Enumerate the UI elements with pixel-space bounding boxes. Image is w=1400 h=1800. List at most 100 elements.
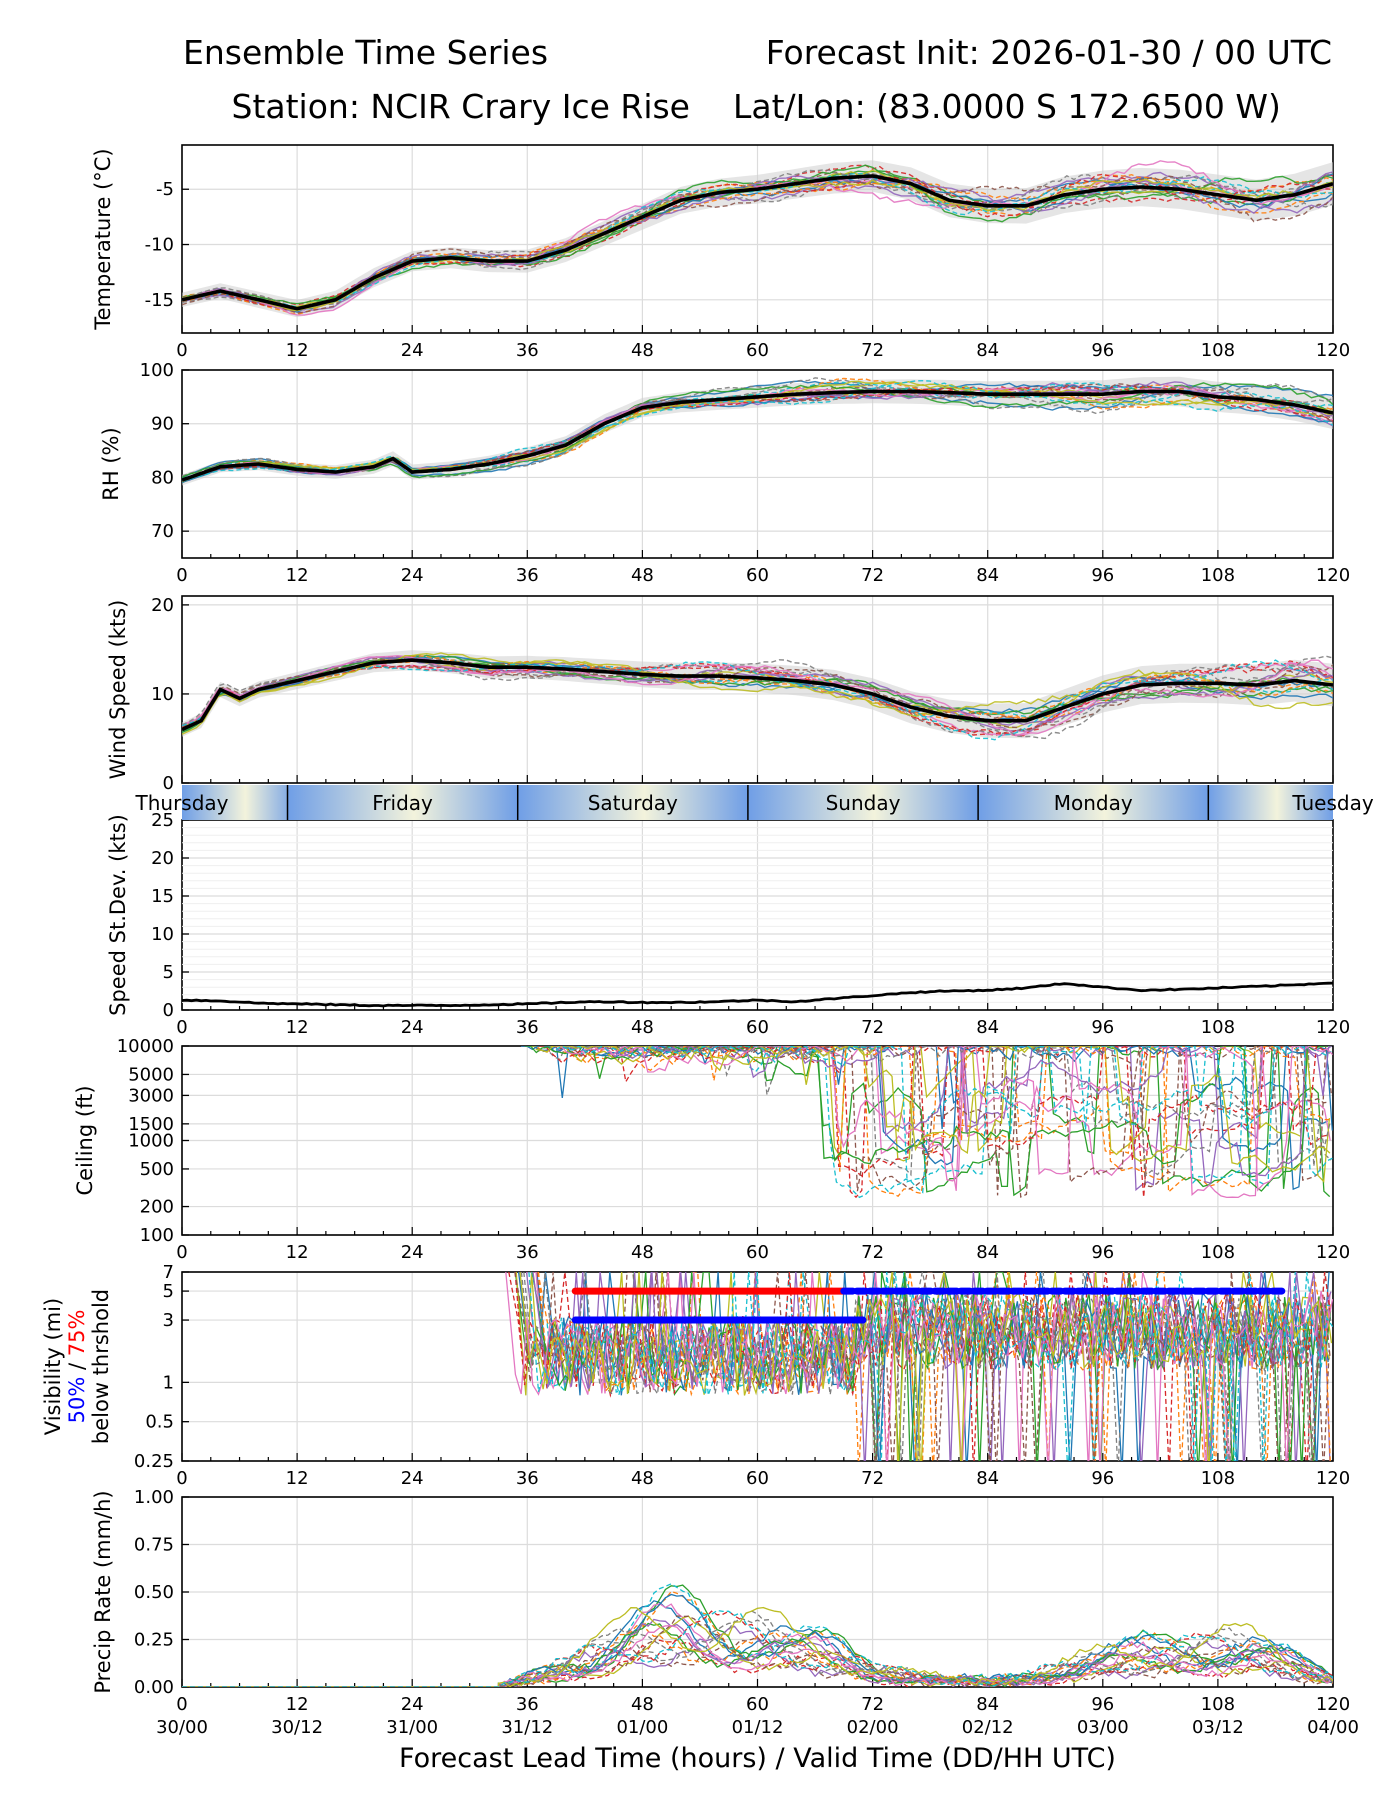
ceiling-xtick-label: 12 [286, 1242, 309, 1263]
relative_humidity-ytick-label: 70 [151, 521, 174, 542]
speed_stdev-ytick-label: 0 [163, 1000, 174, 1021]
speed_stdev-plot [182, 827, 1333, 1008]
x-axis-label: Forecast Lead Time (hours) / Valid Time … [399, 1743, 1116, 1774]
wind_speed-ytick-label: 10 [151, 684, 174, 705]
speed_stdev-xtick-label: 24 [401, 1017, 424, 1038]
relative_humidity-xtick-label: 60 [746, 565, 769, 586]
temperature-ytick-label: -15 [145, 290, 174, 311]
ceiling-xtick-label: 72 [861, 1242, 884, 1263]
temperature-xtick-label: 108 [1201, 340, 1235, 361]
relative_humidity-xtick-label: 12 [286, 565, 309, 586]
relative_humidity-member-line [182, 379, 1333, 482]
ceiling-member-line [558, 1046, 1330, 1192]
temperature-xtick-label: 24 [401, 340, 424, 361]
ceiling-member-line [536, 1046, 1333, 1198]
temperature-xtick-label: 36 [516, 340, 539, 361]
visibility-member-line [505, 1272, 1333, 1461]
temperature-ytick-label: -10 [145, 235, 174, 256]
precip_rate-member-line [182, 1593, 1333, 1687]
precip_rate-xtick-label: 48 [631, 1694, 654, 1715]
visibility-xtick-label: 84 [976, 1468, 999, 1489]
visibility-xtick-label: 108 [1201, 1468, 1235, 1489]
ceiling-ytick-label: 3000 [128, 1085, 174, 1106]
speed_stdev-ytick-label: 25 [151, 810, 174, 831]
precip_rate-ytick-label: 0.00 [134, 1677, 174, 1698]
temperature-xtick-label: 72 [861, 340, 884, 361]
precip_rate-member-line [182, 1623, 1333, 1687]
precip_rate-ytick-label: 0.50 [134, 1582, 174, 1603]
visibility-member-line [537, 1272, 1331, 1461]
day-label: Friday [372, 791, 433, 815]
temperature-xtick-label: 60 [746, 340, 769, 361]
precip_rate-axes: 0.00 0.25 0.50 0.75 1.00 0 12 24 36 48 60 72 84 96 108… [134, 1487, 1350, 1715]
precip_rate-xtick-label: 84 [976, 1694, 999, 1715]
day-band-segment [517, 785, 748, 820]
speed_stdev-xtick-label: 36 [516, 1017, 539, 1038]
visibility-member-line [528, 1272, 1333, 1461]
speed_stdev-xtick-label: 48 [631, 1017, 654, 1038]
temperature-member-line [182, 175, 1333, 314]
precip_rate-member-line [182, 1622, 1333, 1687]
ceiling-xtick-label: 60 [746, 1242, 769, 1263]
ceiling-ytick-label: 5000 [128, 1064, 174, 1085]
panels-group: -15-10-50 12 24 36 48 60 72 84 96 108 120Temperatu… [41, 144, 1374, 1774]
wind_speed-member-line [182, 655, 1333, 732]
speed_stdev-xtick-label: 12 [286, 1017, 309, 1038]
day-band-segment [1208, 785, 1333, 820]
precip_rate-xtick-label: 24 [401, 1694, 424, 1715]
valid-time-label: 30/12 [271, 1717, 323, 1738]
valid-time-label: 30/00 [156, 1717, 208, 1738]
relative_humidity-member-line [182, 377, 1333, 481]
relative_humidity-xtick-label: 84 [976, 565, 999, 586]
day-band-segment [182, 785, 298, 820]
precip_rate-member-line [182, 1625, 1333, 1687]
temperature-member-line [182, 169, 1333, 310]
ceiling-member-line [555, 1046, 1333, 1183]
ceiling-member-line [520, 1046, 1333, 1166]
visibility-xtick-label: 12 [286, 1468, 309, 1489]
ceiling-xtick-label: 84 [976, 1242, 999, 1263]
speed_stdev-grid [181, 819, 1334, 1011]
speed_stdev-ytick-label: 5 [163, 962, 174, 983]
valid-time-label: 31/00 [386, 1717, 438, 1738]
visibility-ytick-label: 0.5 [145, 1412, 174, 1433]
speed_stdev-xtick-label: 72 [861, 1017, 884, 1038]
valid-time-label: 01/00 [616, 1717, 668, 1738]
precip_rate-xtick-label: 12 [286, 1694, 309, 1715]
visibility-member-line [520, 1272, 1332, 1461]
precip_rate-member-line [182, 1625, 1333, 1687]
temperature-xtick-label: 96 [1091, 340, 1114, 361]
title-right-line1: Forecast Init: 2026-01-30 / 00 UTC [766, 33, 1332, 72]
ceiling-ytick-label: 200 [140, 1197, 174, 1218]
visibility-ylabel-line3: below thrshold [89, 1289, 113, 1444]
temperature-ylabel: Temperature (°C) [91, 148, 115, 330]
relative_humidity-xtick-label: 72 [861, 565, 884, 586]
precip_rate-plot [182, 1583, 1333, 1687]
valid-time-label: 02/12 [962, 1717, 1014, 1738]
relative_humidity-xtick-label: 108 [1201, 565, 1235, 586]
temperature-xtick-label: 48 [631, 340, 654, 361]
relative_humidity-member-line [182, 382, 1333, 479]
visibility-ylabel-75: 75% [65, 1310, 89, 1357]
wind_speed-ytick-label: 20 [151, 595, 174, 616]
wind_speed-member-line [182, 659, 1333, 741]
precip_rate-xtick-label: 60 [746, 1694, 769, 1715]
ceiling-member-line [564, 1046, 1331, 1199]
ceiling-member-line [535, 1046, 1331, 1173]
visibility-member-line [523, 1272, 1329, 1461]
ceiling-ylabel: Ceiling (ft) [73, 1085, 97, 1195]
precip_rate-member-line [182, 1615, 1333, 1687]
wind_speed-member-line [182, 654, 1333, 736]
relative_humidity-xtick-label: 36 [516, 565, 539, 586]
visibility-ytick-label: 1 [163, 1372, 174, 1393]
ceiling-xtick-label: 120 [1316, 1242, 1350, 1263]
speed_stdev-xtick-label: 96 [1091, 1017, 1114, 1038]
ceiling-xtick-label: 96 [1091, 1242, 1114, 1263]
day-band: Thursday Friday Saturday Sunday Monday Tuesda… [135, 785, 1374, 820]
ceiling-xtick-label: 0 [176, 1242, 187, 1263]
ceiling-ytick-label: 10000 [117, 1036, 174, 1057]
visibility-xtick-label: 120 [1316, 1468, 1350, 1489]
speed_stdev-ytick-label: 10 [151, 924, 174, 945]
visibility-plot [505, 1272, 1333, 1461]
